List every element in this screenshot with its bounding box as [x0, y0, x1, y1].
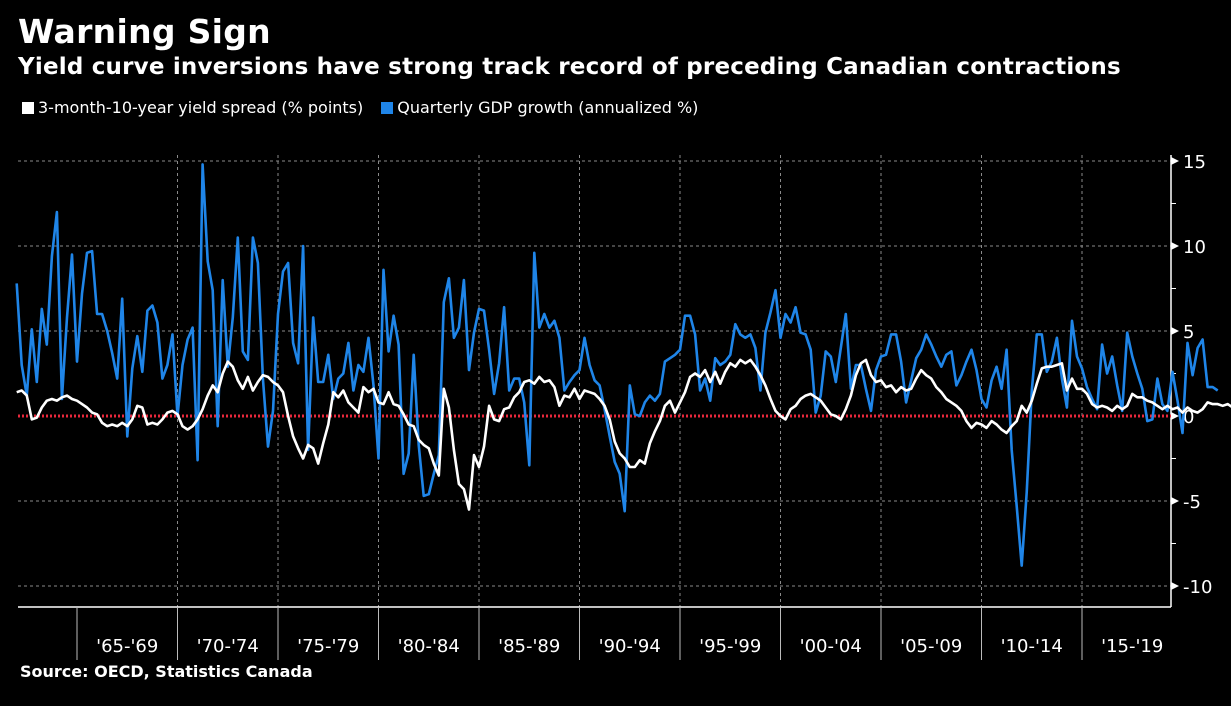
y-tick-marker	[1171, 327, 1179, 335]
legend-label-gdp-growth: Quarterly GDP growth (annualized %)	[397, 98, 699, 117]
x-tick-label: '95-'99	[699, 636, 761, 657]
legend-label-yield-spread: 3-month-10-year yield spread (% points)	[38, 98, 364, 117]
y-tick-label: -10	[1183, 577, 1212, 598]
x-tick-label: '05-'09	[900, 636, 962, 657]
chart-title: Warning Sign	[18, 12, 271, 51]
y-tick-label: 5	[1183, 322, 1194, 343]
y-tick-label: -5	[1183, 492, 1201, 513]
y-tick-label: 15	[1183, 152, 1206, 173]
legend-swatch-gdp-growth	[381, 101, 394, 114]
y-tick-marker	[1171, 412, 1179, 420]
legend-item-yield-spread: 3-month-10-year yield spread (% points)	[22, 98, 363, 117]
x-tick-label: '00-'04	[800, 636, 862, 657]
y-tick-label: 10	[1183, 237, 1206, 258]
y-tick-marker	[1171, 242, 1179, 250]
x-tick-label: '10-'14	[1001, 636, 1063, 657]
x-tick-label: '80-'84	[398, 636, 460, 657]
series-line-gdp-growth	[15, 163, 1219, 567]
legend: 3-month-10-year yield spread (% points) …	[22, 98, 698, 117]
x-tick-label: '75-'79	[297, 636, 359, 657]
x-tick-label: '70-'74	[197, 636, 259, 657]
x-axis: '65-'69 '70-'74 '75-'79 '80-'84 '85-'89 '90-'…	[18, 606, 1171, 660]
y-tick-marker	[1171, 157, 1179, 165]
series-line-yield-spread	[16, 358, 1231, 511]
legend-item-gdp-growth: Quarterly GDP growth (annualized %)	[381, 98, 698, 117]
chart-subtitle: Yield curve inversions have strong track…	[18, 54, 1121, 80]
y-tick-marker	[1171, 497, 1179, 505]
y-tick-marker	[1171, 582, 1179, 590]
x-tick-label: '65-'69	[96, 636, 158, 657]
x-tick-label: '85-'89	[498, 636, 560, 657]
y-tick-label: 0	[1183, 407, 1194, 428]
legend-swatch-yield-spread	[22, 101, 34, 114]
source-note: Source: OECD, Statistics Canada	[20, 662, 313, 681]
x-tick-label: '90-'94	[599, 636, 661, 657]
x-tick-label: '15-'19	[1101, 636, 1163, 657]
data-points	[16, 164, 1228, 566]
grid	[18, 155, 1171, 607]
